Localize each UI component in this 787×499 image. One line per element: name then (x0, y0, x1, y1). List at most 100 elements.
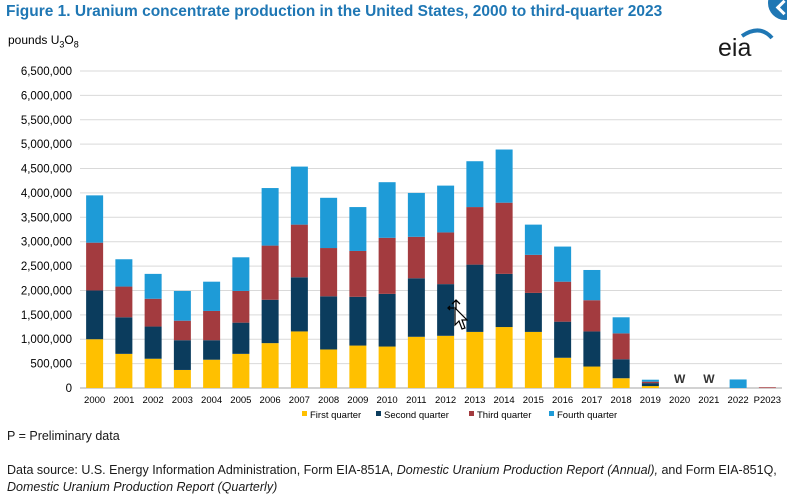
legend-swatch (302, 411, 307, 416)
x-tick-label: 2021 (698, 395, 719, 406)
y-tick-label: 6,500,000 (21, 66, 72, 78)
bar-segment-fourth-quarter (203, 281, 221, 311)
bar-segment-second-quarter (173, 340, 191, 370)
unit-mid: O (64, 33, 74, 47)
x-tick-label: 2002 (143, 395, 164, 406)
x-tick-label: 2016 (552, 395, 573, 406)
bar-segment-second-quarter (349, 296, 367, 346)
bar-segment-third-quarter (437, 232, 455, 285)
bar-segment-first-quarter (378, 346, 396, 388)
legend-swatch (376, 411, 381, 416)
x-tick-label: 2006 (260, 395, 281, 406)
bar-segment-first-quarter (290, 331, 308, 388)
bar-segment-second-quarter (261, 299, 279, 344)
x-tick-label: 2007 (289, 395, 310, 406)
eia-logo: eia (712, 26, 776, 62)
x-tick-label: 2019 (640, 395, 661, 406)
y-tick-label: 1,500,000 (21, 310, 72, 322)
source-text-1: Data source: U.S. Energy Information Adm… (7, 463, 397, 477)
bar-segment-third-quarter (495, 202, 513, 274)
bar-segment-second-quarter (524, 292, 542, 332)
legend-label: Second quarter (384, 410, 449, 421)
bar-segment-first-quarter (554, 357, 572, 388)
legend-label: Third quarter (477, 410, 531, 421)
bar-segment-third-quarter (641, 381, 659, 384)
bar-segment-third-quarter (86, 242, 104, 291)
bar-segment-second-quarter (378, 293, 396, 347)
y-axis-unit-label: pounds U3O8 (8, 33, 79, 49)
bar-segment-fourth-quarter (437, 185, 455, 233)
bar-segment-first-quarter (583, 366, 601, 388)
eia-logo-arc (740, 28, 774, 40)
y-tick-label: 3,500,000 (21, 212, 72, 224)
bar-segment-first-quarter (144, 358, 162, 388)
bar-segment-fourth-quarter (261, 188, 279, 246)
x-tick-label: 2013 (464, 395, 485, 406)
bar-segment-third-quarter (320, 248, 338, 297)
bar-segment-fourth-quarter (86, 195, 104, 243)
x-tick-label: 2015 (523, 395, 544, 406)
legend-label: Fourth quarter (557, 410, 617, 421)
bar-segment-third-quarter (144, 298, 162, 327)
source-text-2: and Form EIA-851Q, (657, 463, 777, 477)
legend-swatch (549, 411, 554, 416)
x-tick-label: 2000 (84, 395, 105, 406)
bar-segment-fourth-quarter (495, 149, 513, 203)
legend-label: First quarter (310, 410, 361, 421)
bar-segment-first-quarter (320, 349, 338, 388)
bar-segment-third-quarter (758, 387, 776, 389)
bar-segment-first-quarter (86, 339, 104, 388)
bar-segment-second-quarter (583, 331, 601, 367)
bar-segment-second-quarter (86, 290, 104, 340)
bar-segment-third-quarter (583, 300, 601, 332)
x-tick-label: 2010 (377, 395, 398, 406)
bar-segment-second-quarter (232, 322, 250, 354)
eia-logo-text: eia (718, 34, 752, 62)
bar-segment-fourth-quarter (173, 290, 191, 321)
x-tick-label: 2014 (494, 395, 515, 406)
bar-segment-third-quarter (232, 290, 250, 323)
x-tick-label: 2004 (201, 395, 222, 406)
preliminary-footnote: P = Preliminary data (7, 429, 120, 443)
withheld-annotation: W (674, 372, 686, 386)
x-tick-label: 2018 (611, 395, 632, 406)
bar-segment-third-quarter (349, 250, 367, 297)
scroll-top-button[interactable] (768, 0, 787, 20)
bar-segment-second-quarter (320, 296, 338, 350)
x-tick-label: 2017 (581, 395, 602, 406)
bar-segment-third-quarter (407, 236, 425, 279)
bar-segment-fourth-quarter (290, 166, 308, 225)
bar-segment-second-quarter (554, 321, 572, 358)
x-tick-label: 2011 (406, 395, 426, 406)
y-tick-label: 5,500,000 (21, 115, 72, 127)
bar-segment-fourth-quarter (320, 197, 338, 249)
bar-segment-first-quarter (203, 359, 221, 388)
source-annual-report: Domestic Uranium Production Report (Annu… (396, 463, 658, 477)
bar-segment-fourth-quarter (349, 207, 367, 251)
bar-segment-third-quarter (203, 310, 221, 341)
bar-segment-first-quarter (173, 369, 191, 388)
bar-segment-second-quarter (144, 326, 162, 359)
bar-segment-second-quarter (437, 284, 455, 336)
bar-segment-fourth-quarter (612, 317, 630, 334)
bar-segment-first-quarter (524, 331, 542, 388)
move-cursor-icon (447, 299, 468, 330)
unit-sub1: 3 (59, 39, 65, 50)
bar-segment-second-quarter (495, 273, 513, 328)
bar-segment-second-quarter (407, 278, 425, 337)
bar-segment-fourth-quarter (115, 259, 133, 287)
x-tick-label: 2003 (172, 395, 193, 406)
bar-segment-first-quarter (612, 378, 630, 388)
bar-segment-second-quarter (612, 359, 630, 379)
bar-segment-fourth-quarter (554, 246, 572, 282)
y-tick-label: 0 (66, 383, 72, 395)
y-tick-label: 1,000,000 (21, 334, 72, 346)
y-tick-label: 2,000,000 (21, 285, 72, 297)
bar-segment-second-quarter (466, 264, 484, 332)
stacked-bar-chart: 0 500,000 1,000,000 1,500,000 2,000,000 2,500… (21, 66, 782, 421)
bar-segment-first-quarter (495, 327, 513, 388)
source-quarterly-report: Domestic Uranium Production Report (Quar… (7, 480, 278, 494)
bar-segment-first-quarter (349, 345, 367, 388)
bar-segment-fourth-quarter (641, 379, 659, 382)
withheld-annotation: W (703, 372, 715, 386)
